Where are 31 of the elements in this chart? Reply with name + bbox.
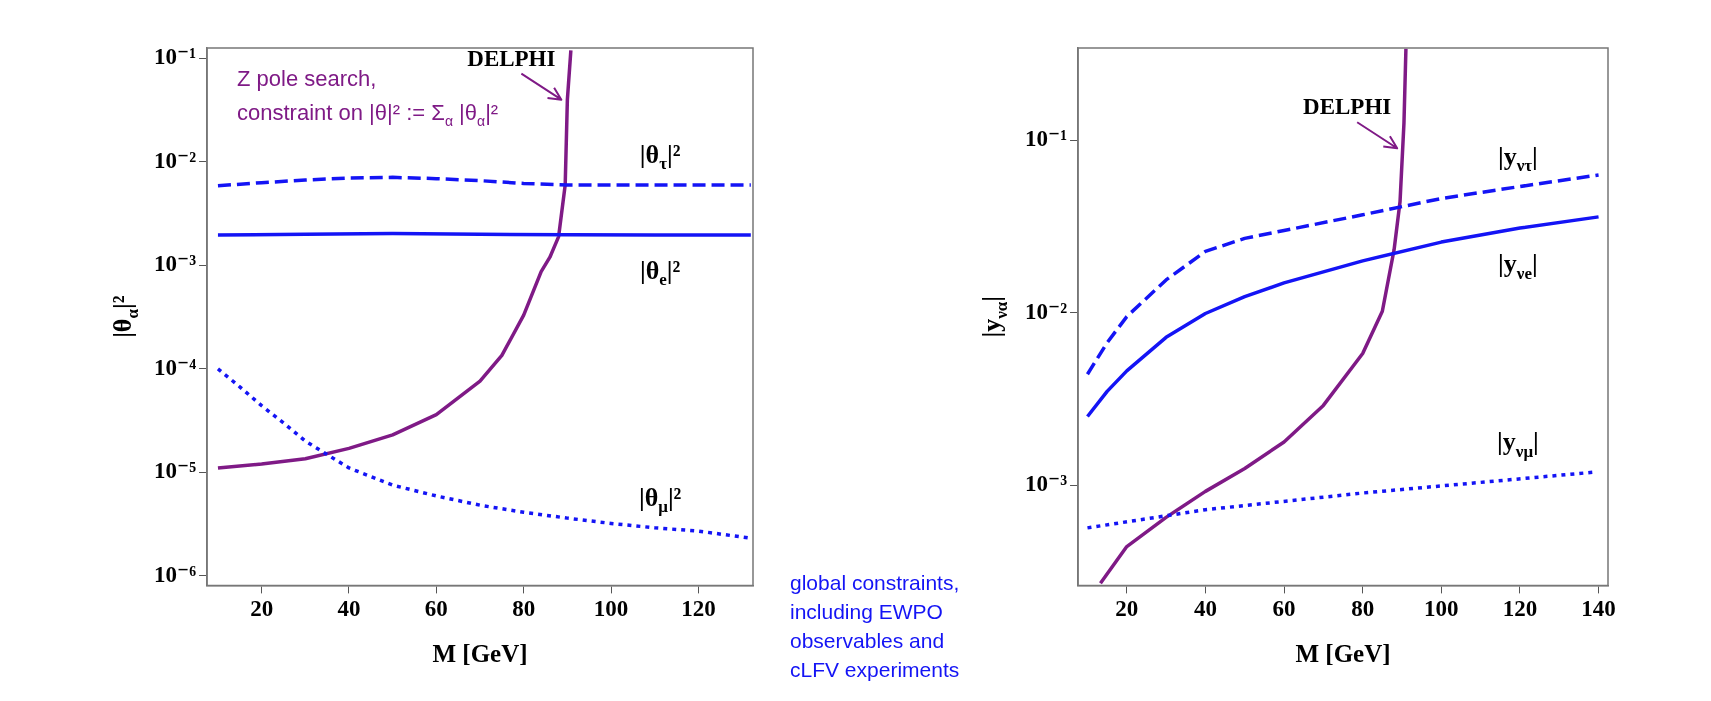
x-tick-label: 80: [512, 596, 536, 622]
line-series: [216, 175, 753, 188]
y-tick-label: 10⁻⁵: [153, 458, 197, 484]
x-tick-label: 60: [1272, 596, 1296, 622]
y-tick-label: 10⁻³: [153, 251, 197, 277]
text: global constraints, including EWPO observables and cLFV experiments: [790, 570, 960, 683]
x-tick-label: 20: [250, 596, 274, 622]
x-tick-label: 120: [1502, 596, 1538, 622]
line-series: [1085, 173, 1601, 376]
y-tick-label: 10⁻¹: [1024, 126, 1068, 152]
x-tick-label: 100: [1424, 596, 1459, 622]
x-tick-label: 20: [1115, 596, 1139, 622]
y-tick-label: 10⁻³: [1024, 471, 1068, 497]
x-tick-label: 40: [337, 596, 361, 622]
y-tick-label: 10⁻⁴: [153, 354, 197, 380]
x-axis-title: M [GeV]: [1295, 640, 1391, 668]
y-tick-label: 10⁻²: [1024, 298, 1068, 324]
x-tick-label: 60: [424, 596, 448, 622]
x-tick-label: 140: [1581, 596, 1616, 622]
y-axis-title: |θα|²: [108, 295, 142, 338]
annotation: DELPHI: [1303, 94, 1392, 120]
y-tick-label: 10⁻²: [153, 147, 197, 173]
x-axis-title: M [GeV]: [432, 640, 528, 668]
y-tick-label: 10⁻⁶: [153, 561, 197, 587]
x-tick-label: 40: [1193, 596, 1217, 622]
x-tick-label: 120: [681, 596, 716, 622]
annotation: DELPHI: [467, 45, 556, 71]
y-axis-title: |yνα|: [977, 295, 1011, 338]
y-tick-label: 10⁻¹: [153, 44, 197, 70]
x-tick-label: 80: [1351, 596, 1375, 622]
x-tick-label: 100: [593, 596, 629, 622]
